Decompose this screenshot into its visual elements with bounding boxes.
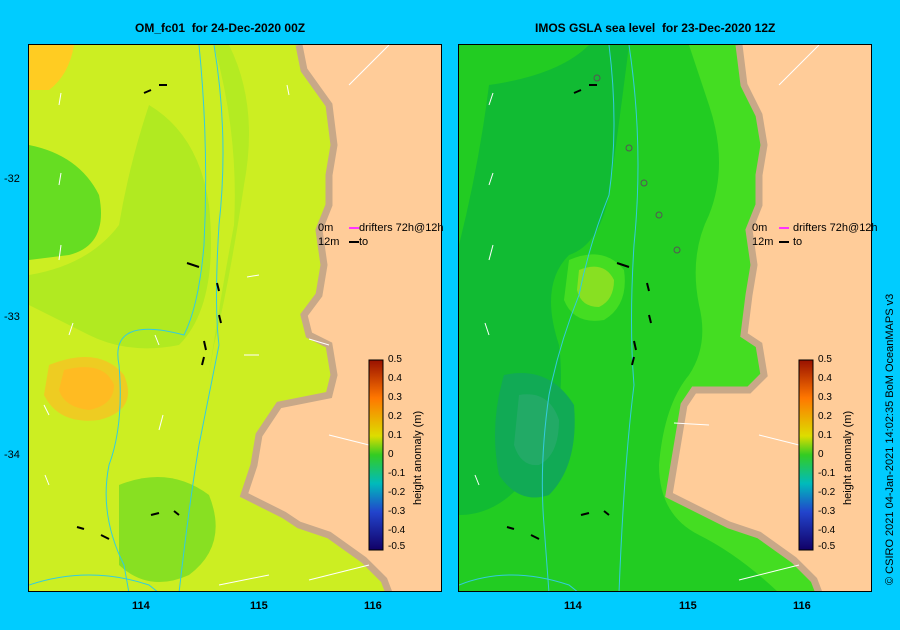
green-blob <box>29 105 211 349</box>
colorbar-tick: 0.4 <box>818 373 832 384</box>
colorbar <box>368 359 384 551</box>
bathymetry-contour <box>459 574 578 591</box>
x-tick-label: 116 <box>793 600 811 612</box>
colorbar-tick: 0.2 <box>818 411 832 422</box>
left-map-svg <box>29 45 392 591</box>
y-tick-label: -34 <box>4 449 20 461</box>
x-tick-label: 114 <box>132 600 150 612</box>
legend-label: drifters 72h@12h <box>793 222 878 234</box>
bathymetry-contour <box>541 45 615 591</box>
colorbar-title: height anomaly (m) <box>842 410 854 505</box>
x-tick-label: 116 <box>364 600 382 612</box>
colorbar-tick: 0.4 <box>388 373 402 384</box>
bathymetry-contour <box>105 45 207 591</box>
colorbar-tick: 0.3 <box>818 392 832 403</box>
legend-value: 12m <box>752 236 774 248</box>
bathymetry-contour <box>178 45 224 591</box>
colorbar-tick: -0.3 <box>818 506 836 517</box>
warm-eddy-core <box>577 266 614 307</box>
x-tick-label: 114 <box>564 600 582 612</box>
drifter-tracks <box>76 84 222 540</box>
legend-label: to <box>359 236 369 248</box>
right-map-panel <box>458 44 872 592</box>
current-vectors <box>474 45 820 581</box>
x-tick-label: 115 <box>679 600 697 612</box>
legend-value: 0m <box>318 222 334 234</box>
coastline <box>665 45 822 591</box>
green-blob <box>209 45 249 375</box>
colorbar-tick: -0.4 <box>388 525 406 536</box>
colorbar-tick: 0.2 <box>388 411 402 422</box>
left-map-panel <box>28 44 442 592</box>
ocean-field <box>29 45 389 591</box>
right-map-svg <box>459 45 822 591</box>
colorbar-tick: 0.1 <box>388 430 402 441</box>
coastline <box>239 45 392 591</box>
left-map-title: OM_fc01 for 24-Dec-2020 00Z <box>135 21 306 35</box>
drifter-tracks <box>506 84 652 540</box>
warm-eddy-core <box>59 367 114 410</box>
colorbar-tick: 0.5 <box>388 354 402 365</box>
colorbar-tick: -0.2 <box>388 487 406 498</box>
colorbar-tick: -0.1 <box>388 468 406 479</box>
legend-value: 0m <box>752 222 768 234</box>
colorbar-tick: 0.3 <box>388 392 402 403</box>
colorbar-tick: -0.1 <box>818 468 836 479</box>
colorbar-tick: -0.3 <box>388 506 406 517</box>
colorbar-tick: -0.5 <box>818 541 836 552</box>
colorbar-tick: 0 <box>818 449 824 460</box>
y-tick-label: -33 <box>4 311 20 323</box>
credit-text: © CSIRO 2021 04-Jan-2021 14:02:35 BoM Oc… <box>884 293 896 585</box>
low-eddy-core <box>514 394 559 466</box>
legend-label: to <box>793 236 803 248</box>
y-tick-label: -32 <box>4 173 20 185</box>
warm-eddy <box>29 45 74 90</box>
green-blob <box>29 145 101 260</box>
current-vectors <box>43 45 390 586</box>
colorbar <box>798 359 814 551</box>
observation-markers <box>593 74 681 254</box>
green-blob <box>119 477 216 583</box>
colorbar-title: height anomaly (m) <box>412 410 424 505</box>
green-band <box>659 45 819 591</box>
colorbar-tick: 0.1 <box>818 430 832 441</box>
colorbar-tick: -0.2 <box>818 487 836 498</box>
right-map-title: IMOS GSLA sea level for 23-Dec-2020 12Z <box>535 21 776 35</box>
legend-value: 12m <box>318 236 340 248</box>
colorbar-tick: 0 <box>388 449 394 460</box>
colorbar-tick: 0.5 <box>818 354 832 365</box>
colorbar-tick: -0.4 <box>818 525 836 536</box>
x-tick-label: 115 <box>250 600 268 612</box>
bathymetry-contour <box>618 45 639 591</box>
legend-label: drifters 72h@12h <box>359 222 444 234</box>
colorbar-tick: -0.5 <box>388 541 406 552</box>
bathymetry-contour <box>29 574 158 591</box>
